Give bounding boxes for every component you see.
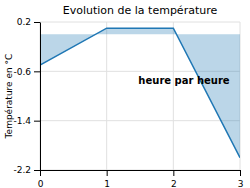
tick-label: -0.6 — [13, 67, 31, 77]
tick: 2 — [171, 170, 177, 188]
area — [40, 28, 240, 158]
tick-label: 0.2 — [17, 17, 31, 27]
tick-mark — [34, 121, 40, 122]
tick-mark — [107, 170, 108, 176]
grid-line — [40, 22, 41, 170]
tick: -1.4 — [13, 116, 40, 126]
y-axis: -2.2 -1.4 -0.6 0.2 — [13, 17, 40, 175]
tick-label: -1.4 — [13, 116, 31, 126]
tick-label: 1 — [104, 179, 110, 188]
plot: 0 1 2 3 -2.2 -1.4 -0.6 0.2 — [13, 17, 243, 188]
grid-line — [106, 22, 107, 170]
tick: -0.6 — [13, 67, 40, 77]
x-axis: 0 1 2 3 — [38, 170, 244, 188]
tick-label: 0 — [38, 179, 44, 188]
tick-label: -2.2 — [13, 165, 31, 175]
grid-line — [40, 22, 240, 23]
grid-line — [40, 120, 240, 121]
grid-line — [40, 170, 240, 171]
grid-line — [173, 22, 174, 170]
tick: 0.2 — [17, 17, 40, 27]
axis-line — [40, 23, 41, 171]
line — [40, 28, 240, 158]
tick: 1 — [104, 170, 110, 188]
tick: 3 — [238, 170, 244, 188]
tick-mark — [240, 170, 241, 176]
tick: -2.2 — [13, 165, 40, 175]
tick-label: 3 — [238, 179, 244, 188]
tick: 0 — [38, 170, 44, 188]
marks — [40, 28, 240, 158]
tick-mark — [34, 71, 40, 72]
annotation: heure par heure — [138, 75, 229, 86]
chart: 0 1 2 3 -2.2 -1.4 -0.6 0.2 Evolution de la tempé… — [0, 0, 250, 188]
tick-mark — [34, 170, 40, 171]
tick-mark — [173, 170, 174, 176]
tick-label: 2 — [171, 179, 177, 188]
axis-line — [41, 170, 241, 171]
tick-mark — [34, 22, 40, 23]
y-label: Température en °C — [4, 54, 14, 140]
tick-mark — [40, 170, 41, 176]
grid — [40, 22, 240, 170]
title: Evolution de la température — [63, 4, 218, 17]
